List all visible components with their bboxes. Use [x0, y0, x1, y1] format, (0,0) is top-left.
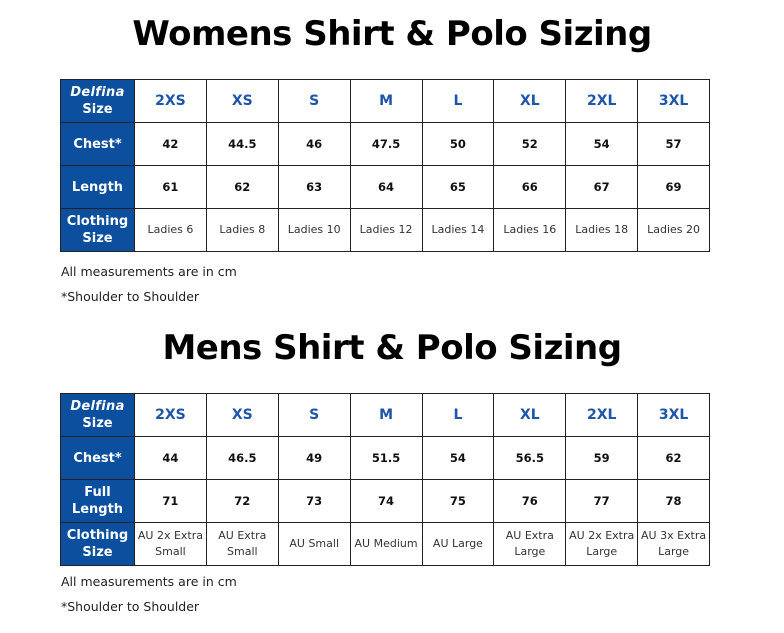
table-cell: 46	[277, 122, 351, 166]
table-cell: Ladies 12	[349, 208, 423, 252]
size-header-cell: 2XL	[565, 79, 639, 123]
row-label: Chest*	[60, 122, 135, 166]
table-cell: 71	[134, 479, 207, 523]
size-header-cell: M	[349, 393, 423, 437]
table-row: Full Length 71 72 73 74 75 76 77 78	[60, 479, 710, 523]
table-cell: Ladies 10	[277, 208, 351, 252]
table-cell: Ladies 20	[637, 208, 710, 252]
footnote: All measurements are in cm	[61, 574, 237, 589]
table-cell: 63	[277, 165, 351, 209]
table-cell: 72	[205, 479, 279, 523]
table-cell: AU 2x Extra Large	[565, 522, 639, 566]
table-cell: 50	[421, 122, 495, 166]
section-title: Mens Shirt & Polo Sizing	[162, 328, 622, 368]
brand-logo: Delfina	[70, 399, 125, 414]
table-cell: 67	[565, 165, 639, 209]
section-title: Womens Shirt & Polo Sizing	[132, 14, 652, 54]
size-header-cell: 2XS	[134, 79, 207, 123]
footnote: *Shoulder to Shoulder	[61, 289, 200, 304]
table-cell: Ladies 14	[421, 208, 495, 252]
table-cell: 49	[277, 436, 351, 480]
table-cell: 44.5	[205, 122, 279, 166]
size-header-cell: 3XL	[637, 393, 710, 437]
table-row: Clothing Size Ladies 6 Ladies 8 Ladies 10 La…	[60, 208, 710, 252]
table-cell: 74	[349, 479, 423, 523]
table-cell: AU Extra Large	[493, 522, 567, 566]
size-header-cell: 3XL	[637, 79, 710, 123]
table-cell: 75	[421, 479, 495, 523]
table-cell: 76	[493, 479, 567, 523]
table-cell: 54	[421, 436, 495, 480]
table-cell: 52	[493, 122, 567, 166]
table-cell: 42	[134, 122, 207, 166]
size-chart-table: Delfina Size 2XS XS S M L XL 2XL 3XL Chest* 42 44.5 4…	[60, 79, 710, 252]
table-cell: AU 2x Extra Small	[134, 522, 207, 566]
table-cell: AU Medium	[349, 522, 423, 566]
table-cell: 65	[421, 165, 495, 209]
table-cell: Ladies 18	[565, 208, 639, 252]
size-header-cell: 2XL	[565, 393, 639, 437]
table-cell: Ladies 16	[493, 208, 567, 252]
size-chart-table: Delfina Size 2XS XS S M L XL 2XL 3XL Chest* 44 46.5 4…	[60, 393, 710, 566]
brand-size-header: Delfina Size	[60, 393, 135, 437]
table-cell: 44	[134, 436, 207, 480]
size-header-cell: XS	[205, 393, 279, 437]
row-label: Chest*	[60, 436, 135, 480]
table-cell: AU Extra Small	[205, 522, 279, 566]
brand-logo: Delfina	[70, 85, 125, 100]
brand-size-header: Delfina Size	[60, 79, 135, 123]
table-cell: 64	[349, 165, 423, 209]
size-header-cell: L	[421, 393, 495, 437]
table-cell: 57	[637, 122, 710, 166]
table-cell: AU 3x Extra Large	[637, 522, 710, 566]
table-cell: 73	[277, 479, 351, 523]
size-label: Size	[82, 416, 113, 431]
size-header-cell: XL	[493, 79, 567, 123]
footnote: *Shoulder to Shoulder	[61, 599, 200, 614]
table-cell: 62	[205, 165, 279, 209]
table-cell: 61	[134, 165, 207, 209]
table-cell: 47.5	[349, 122, 423, 166]
table-cell: 78	[637, 479, 710, 523]
row-label: Clothing Size	[60, 522, 135, 566]
table-cell: Ladies 6	[134, 208, 207, 252]
row-label: Full Length	[60, 479, 135, 523]
table-cell: 54	[565, 122, 639, 166]
table-cell: AU Small	[277, 522, 351, 566]
footnote: All measurements are in cm	[61, 264, 237, 279]
table-cell: 46.5	[205, 436, 279, 480]
size-header-cell: S	[277, 393, 351, 437]
table-cell: AU Large	[421, 522, 495, 566]
table-cell: 66	[493, 165, 567, 209]
size-header-cell: 2XS	[134, 393, 207, 437]
table-row: Clothing Size AU 2x Extra Small AU Extra S…	[60, 522, 710, 566]
table-cell: 77	[565, 479, 639, 523]
table-cell: 59	[565, 436, 639, 480]
size-header-cell: L	[421, 79, 495, 123]
table-cell: 56.5	[493, 436, 567, 480]
size-header-cell: XL	[493, 393, 567, 437]
table-cell: Ladies 8	[205, 208, 279, 252]
header-row: Delfina Size 2XS XS S M L XL 2XL 3XL	[60, 79, 710, 123]
size-label: Size	[82, 102, 113, 117]
size-header-cell: M	[349, 79, 423, 123]
table-cell: 51.5	[349, 436, 423, 480]
size-header-cell: XS	[205, 79, 279, 123]
table-cell: 62	[637, 436, 710, 480]
table-row: Chest* 42 44.5 46 47.5 50 52 54 57	[60, 122, 710, 166]
size-header-cell: S	[277, 79, 351, 123]
header-row: Delfina Size 2XS XS S M L XL 2XL 3XL	[60, 393, 710, 437]
table-row: Chest* 44 46.5 49 51.5 54 56.5 59 62	[60, 436, 710, 480]
table-cell: 69	[637, 165, 710, 209]
row-label: Length	[60, 165, 135, 209]
row-label: Clothing Size	[60, 208, 135, 252]
table-row: Length 61 62 63 64 65 66 67 69	[60, 165, 710, 209]
